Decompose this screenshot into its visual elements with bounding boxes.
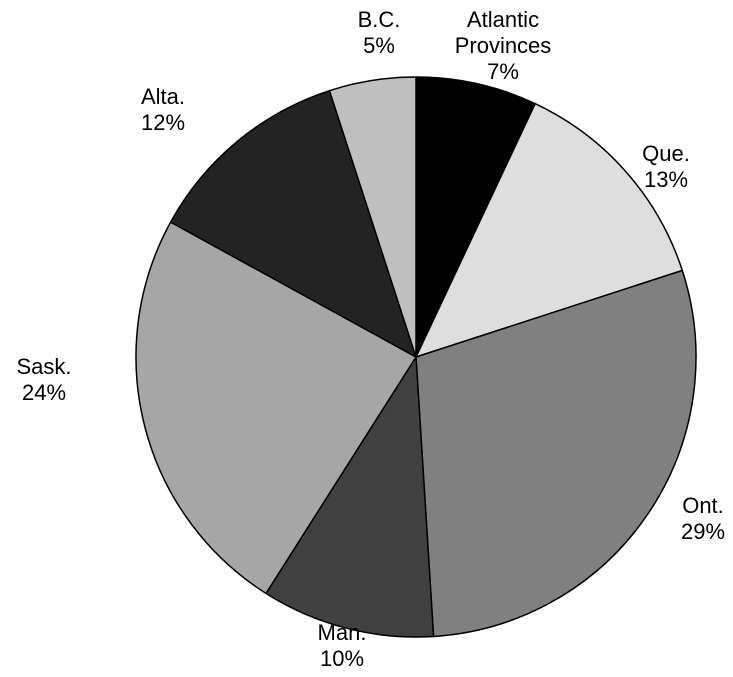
pie-slice-alta — [169, 89, 418, 359]
pie-slice-man — [264, 354, 435, 638]
pie-slice-que — [414, 102, 684, 359]
slice-category-label: Atlantic — [467, 7, 539, 32]
pie-slice-atlantic-provinces — [415, 76, 537, 358]
pie-slice-ont — [415, 269, 697, 638]
slice-category-label: Que. — [642, 141, 690, 166]
pie-slice-sask — [135, 221, 418, 595]
slice-category-label: B.C. — [358, 7, 401, 32]
slice-value-label: 13% — [644, 167, 688, 192]
pie-slices — [135, 76, 697, 638]
slice-value-label: 12% — [141, 110, 185, 135]
slice-value-label: 5% — [363, 33, 395, 58]
slice-category-label: Sask. — [16, 354, 71, 379]
slice-category-label: Man. — [318, 620, 367, 645]
slice-category-label: Ont. — [682, 493, 724, 518]
slice-category-label: Provinces — [455, 33, 552, 58]
slice-category-label: Alta. — [141, 84, 185, 109]
slice-value-label: 29% — [681, 519, 725, 544]
slice-value-label: 7% — [487, 59, 519, 84]
pie-slice-b-c — [328, 76, 417, 358]
slice-value-label: 24% — [22, 380, 66, 405]
slice-value-label: 10% — [320, 646, 364, 671]
